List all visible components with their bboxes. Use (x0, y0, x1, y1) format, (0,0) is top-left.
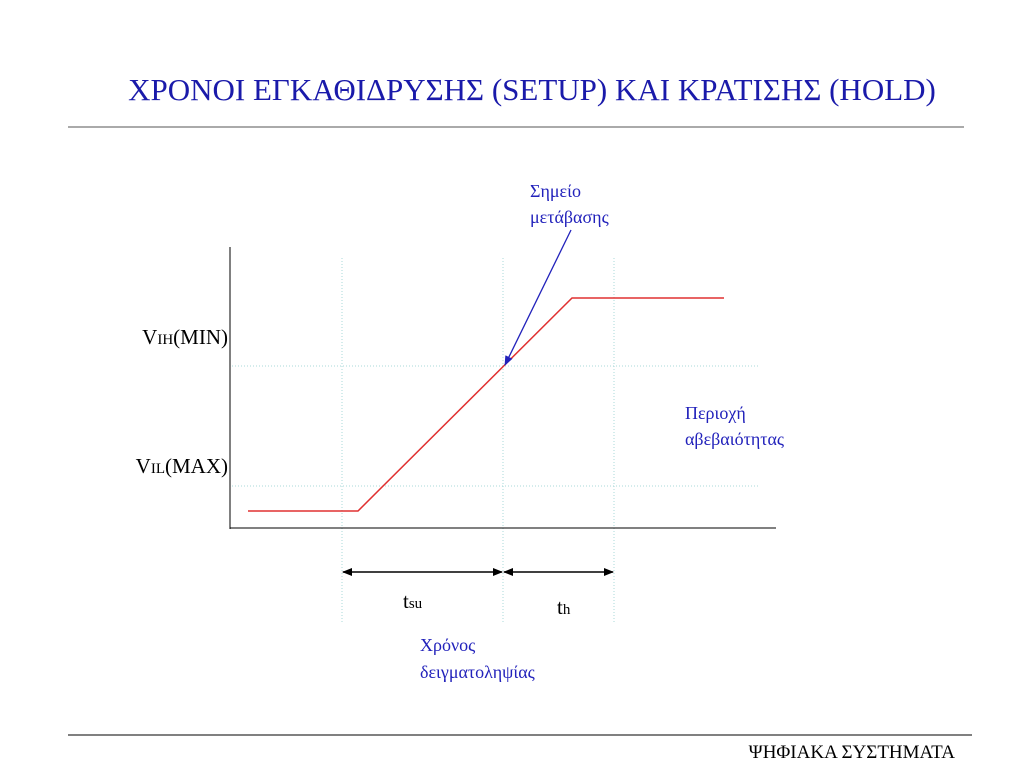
vil-label: VIL(MAX) (136, 454, 228, 478)
transition-label: Σημείο μετάβασης (530, 181, 609, 227)
vih-label: VIH(MIN) (142, 325, 228, 349)
sampling-label: Χρόνος δειγματοληψίας (420, 635, 535, 682)
signal (248, 297, 724, 512)
th-label: th (557, 595, 571, 619)
footer: ΨΗΦΙΑΚΑ ΣΥΣΤΗΜΑΤΑ (749, 742, 956, 763)
tsu-label: tsu (403, 589, 423, 613)
transition-arrow (504, 229, 572, 366)
title: ΧΡΟΝΟΙ ΕΓΚΑΘΙΔΡΥΣΗΣ (SETUP) ΚΑΙ ΚΡΑΤΙΣΗΣ… (128, 72, 936, 107)
uncertainty-label: Περιοχή αβεβαιότητας (685, 403, 784, 449)
